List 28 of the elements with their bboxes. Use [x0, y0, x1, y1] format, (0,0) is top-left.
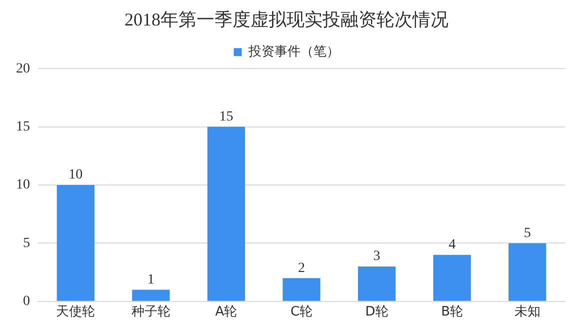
bar: [358, 266, 396, 301]
legend-label: 投资事件（笔）: [247, 44, 340, 60]
x-tick-label: A轮: [215, 304, 238, 320]
data-label: 1: [147, 272, 154, 288]
x-tick-label: D轮: [365, 304, 388, 320]
data-label: 3: [373, 249, 380, 264]
bar: [433, 254, 471, 301]
x-tick-label: B轮: [441, 304, 464, 320]
y-tick-label: 10: [16, 178, 30, 193]
x-tick-label: 天使轮: [56, 304, 96, 320]
y-tick-label: 5: [23, 236, 30, 251]
y-tick-label: 15: [16, 119, 30, 134]
data-label: 10: [68, 168, 83, 183]
data-label: 15: [219, 109, 234, 124]
y-tick-label: 20: [16, 61, 30, 76]
x-tick-label: 未知: [514, 304, 540, 320]
y-tick-label: 0: [23, 294, 30, 310]
chart-title: 2018年第一季度虚拟现实投融资轮次情况: [124, 10, 448, 30]
bar: [207, 126, 246, 301]
bar: [282, 278, 320, 301]
data-label: 2: [298, 260, 305, 276]
x-tick-label: 种子轮: [131, 304, 170, 320]
x-tick-label: C轮: [290, 304, 313, 320]
data-label: 5: [524, 226, 531, 241]
data-label: 4: [448, 238, 456, 253]
bar: [56, 185, 94, 301]
bar: [508, 243, 546, 301]
bar: [132, 290, 170, 301]
